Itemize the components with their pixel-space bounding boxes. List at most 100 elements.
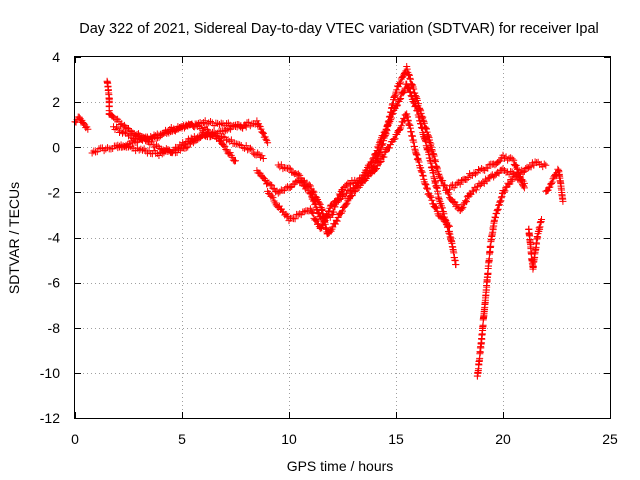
data-point (152, 141, 160, 149)
data-point (444, 189, 452, 197)
data-point (248, 146, 256, 154)
data-point (520, 182, 528, 190)
data-point (243, 119, 251, 127)
data-point (90, 147, 98, 155)
data-point (462, 197, 470, 205)
data-point (495, 157, 503, 165)
data-point (274, 189, 282, 197)
data-point (256, 153, 264, 161)
data-point (368, 159, 376, 167)
data-point (387, 116, 395, 124)
data-point (410, 98, 418, 106)
data-point (308, 208, 316, 216)
data-point (266, 181, 274, 189)
data-point (220, 127, 228, 135)
data-point (414, 154, 422, 162)
data-point (352, 187, 360, 195)
data-point (157, 148, 165, 156)
data-point (462, 198, 470, 206)
data-point (331, 220, 339, 228)
data-point (234, 140, 242, 148)
data-point (543, 187, 551, 195)
data-point (393, 86, 401, 94)
data-point (324, 207, 332, 215)
data-point (296, 210, 304, 218)
data-point (310, 188, 318, 196)
data-point (160, 149, 168, 157)
data-point (315, 199, 323, 207)
data-point (396, 80, 404, 88)
data-point (406, 88, 414, 96)
data-point (542, 161, 550, 169)
data-point (207, 118, 215, 126)
data-point (418, 168, 426, 176)
data-point (171, 126, 179, 134)
data-point (165, 147, 173, 155)
data-point (446, 222, 453, 230)
data-point (405, 70, 413, 78)
data-point (505, 154, 513, 162)
data-point (374, 144, 382, 152)
data-point (393, 102, 401, 110)
data-point (259, 129, 267, 137)
data-point (397, 122, 405, 130)
data-point (404, 71, 412, 79)
data-point (80, 119, 88, 127)
x-tick-label: 0 (71, 431, 79, 447)
y-tick-labels: -12 -10 -8 -6 -4 -2 0 2 4 (40, 49, 60, 426)
data-point (424, 185, 432, 193)
data-point (215, 121, 223, 129)
y-tick-label: 4 (52, 49, 60, 65)
y-tick-label: -6 (48, 275, 61, 291)
data-point (119, 142, 127, 150)
data-point (406, 75, 414, 83)
data-point (204, 129, 212, 137)
data-point (268, 192, 276, 200)
data-point (367, 158, 375, 166)
data-point (347, 193, 355, 201)
data-point (552, 172, 560, 180)
data-point (269, 194, 277, 202)
data-point (223, 120, 231, 128)
data-point (458, 205, 466, 213)
data-point (491, 213, 499, 221)
data-point (342, 200, 350, 208)
data-point (397, 95, 405, 103)
data-point (316, 200, 324, 208)
data-point (236, 123, 244, 131)
data-point (157, 145, 165, 153)
data-point (421, 180, 429, 188)
data-point (100, 147, 108, 155)
data-point (495, 201, 503, 209)
data-point (201, 117, 209, 125)
data-point (407, 92, 415, 100)
y-tick-label: -2 (48, 184, 61, 200)
data-point (545, 183, 553, 191)
data-point (457, 204, 465, 212)
data-point (520, 179, 528, 187)
data-point (391, 135, 399, 143)
data-point (222, 126, 230, 134)
data-point (500, 188, 508, 196)
data-point (413, 96, 421, 104)
data-point (381, 128, 389, 136)
data-point (405, 84, 413, 92)
data-point (296, 171, 304, 179)
data-point (155, 151, 163, 159)
data-point (389, 109, 397, 117)
data-point (382, 125, 390, 133)
data-point (268, 181, 276, 189)
data-point (84, 125, 92, 133)
data-point (203, 120, 211, 128)
x-tick-label: 5 (178, 431, 186, 447)
data-point (259, 155, 267, 163)
data-point (258, 128, 266, 136)
data-point (216, 134, 224, 142)
data-point (161, 128, 169, 136)
data-point (513, 164, 521, 172)
data-point (152, 134, 160, 142)
data-point (204, 126, 212, 134)
data-point (126, 143, 134, 151)
